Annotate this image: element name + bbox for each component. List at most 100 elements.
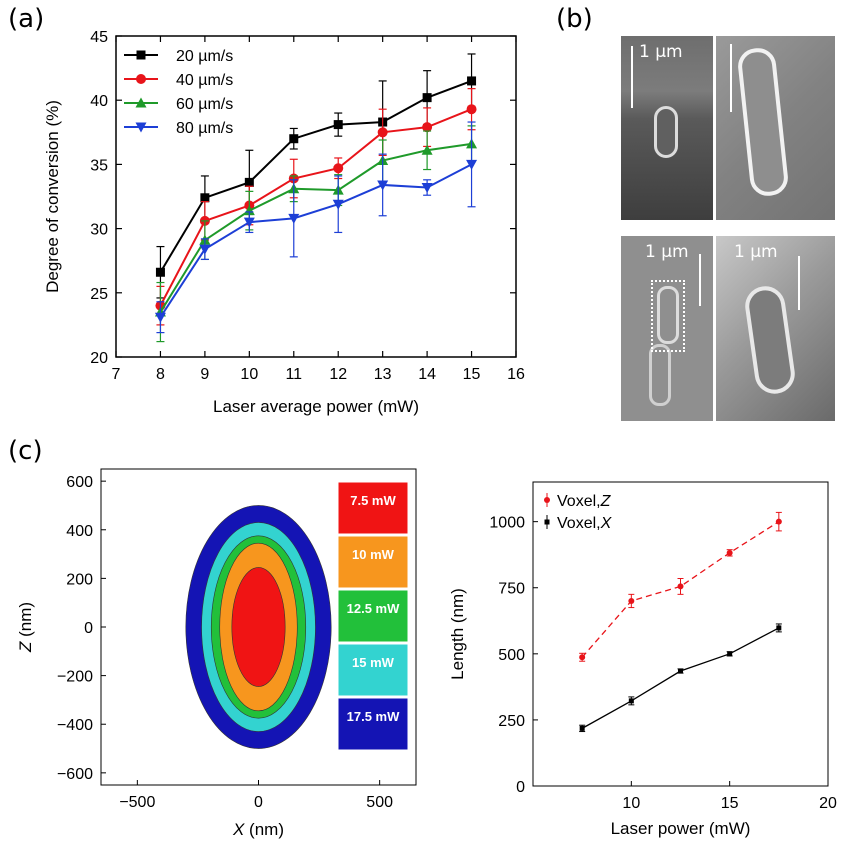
plot-frame bbox=[532, 481, 829, 787]
x-tick-label: 13 bbox=[374, 366, 392, 383]
legend-swatch bbox=[337, 697, 409, 751]
data-point bbox=[244, 177, 254, 187]
data-point bbox=[775, 518, 782, 525]
x-tick-label: 20 bbox=[819, 795, 837, 812]
data-point bbox=[422, 122, 433, 133]
y-tick-label: −600 bbox=[57, 766, 93, 783]
data-point bbox=[243, 217, 255, 228]
data-point bbox=[776, 625, 782, 631]
data-point bbox=[422, 93, 432, 103]
x-axis-label-var: X bbox=[232, 820, 245, 839]
x-tick-label: 0 bbox=[254, 794, 263, 811]
sem-image-bottom-right: 1 µm bbox=[716, 236, 835, 421]
data-point bbox=[333, 120, 343, 130]
y-tick-label: −400 bbox=[57, 717, 93, 734]
legend-label: Voxel,X bbox=[557, 515, 613, 532]
sem-image-top-right bbox=[716, 36, 835, 220]
x-axis-label: X (nm) bbox=[232, 820, 284, 839]
data-point bbox=[726, 549, 733, 556]
legend-label-var: X bbox=[600, 515, 613, 532]
series-3 bbox=[154, 121, 478, 334]
legend-label: 10 mW bbox=[352, 547, 395, 562]
scale-bar bbox=[730, 44, 732, 112]
legend-label: 12.5 mW bbox=[347, 601, 400, 616]
y-tick-label: 20 bbox=[90, 350, 108, 367]
y-tick-label: 750 bbox=[498, 581, 525, 598]
series-line bbox=[159, 80, 472, 273]
plot-frame bbox=[115, 35, 517, 358]
x-axis-label: Laser power (mW) bbox=[611, 819, 751, 838]
x-tick-label: 500 bbox=[366, 794, 393, 811]
data-point bbox=[678, 668, 683, 674]
x-tick-label: 10 bbox=[622, 795, 640, 812]
legend-swatch bbox=[337, 643, 409, 697]
data-point bbox=[377, 180, 389, 191]
x-tick-label: 16 bbox=[507, 366, 525, 383]
data-point bbox=[628, 597, 635, 604]
data-point bbox=[289, 134, 299, 144]
scale-bar bbox=[798, 256, 800, 310]
legend-swatch bbox=[337, 535, 409, 589]
data-point bbox=[154, 312, 166, 323]
data-point bbox=[421, 144, 433, 155]
y-tick-label: 400 bbox=[66, 523, 93, 540]
voxel-shape bbox=[649, 344, 671, 406]
y-axis-label: Length (nm) bbox=[448, 588, 467, 680]
y-axis-label-unit: (nm) bbox=[16, 602, 35, 642]
y-tick-label: 200 bbox=[66, 571, 93, 588]
x-tick-label: 15 bbox=[463, 366, 481, 383]
data-point bbox=[421, 183, 433, 194]
x-tick-label: 14 bbox=[418, 366, 436, 383]
scale-label-bottom-left: 1 µm bbox=[645, 242, 689, 262]
y-tick-label: 600 bbox=[66, 474, 93, 491]
panel-label-c: (c) bbox=[8, 436, 43, 466]
scale-bar bbox=[631, 46, 633, 108]
x-tick-label: 11 bbox=[285, 366, 302, 383]
legend-label-text: Voxel, bbox=[557, 493, 601, 510]
data-point bbox=[155, 267, 165, 277]
y-tick-label: 1000 bbox=[489, 515, 525, 532]
series-line bbox=[581, 627, 780, 729]
data-point bbox=[579, 654, 586, 661]
y-tick-label: 45 bbox=[90, 29, 108, 46]
contour-4 bbox=[231, 567, 286, 687]
legend-label: 15 mW bbox=[352, 655, 395, 670]
data-point bbox=[466, 104, 477, 115]
legend-marker bbox=[135, 97, 147, 108]
y-tick-label: 0 bbox=[516, 779, 525, 796]
legend-marker bbox=[136, 50, 146, 60]
sem-micrographs: 1 µm 1 µm 1 µm bbox=[621, 36, 835, 421]
series-line bbox=[159, 163, 473, 318]
data-point bbox=[332, 199, 344, 210]
y-axis-label: Degree of conversion (%) bbox=[43, 100, 62, 293]
legend-marker bbox=[544, 519, 550, 525]
legend-label: Voxel,Z bbox=[557, 493, 612, 510]
data-point bbox=[243, 205, 255, 216]
x-tick-label: 15 bbox=[721, 795, 739, 812]
y-tick-label: 25 bbox=[90, 286, 108, 303]
y-tick-label: 30 bbox=[90, 222, 108, 239]
legend-swatch bbox=[337, 481, 409, 535]
chart-a-degree-of-conversion: 7 8 9 10 11 12 13 14 15 16 20 25 30 35 40 45 Laser avera… bbox=[43, 29, 525, 416]
legend-marker bbox=[136, 74, 146, 84]
y-tick-label: 500 bbox=[498, 647, 525, 664]
data-point bbox=[333, 163, 344, 174]
legend-label: 60 µm/s bbox=[176, 96, 233, 113]
legend-label: 80 µm/s bbox=[176, 120, 233, 137]
data-point bbox=[377, 127, 388, 138]
scale-label-bottom-right: 1 µm bbox=[734, 242, 778, 262]
chart-c-right-voxel-length: 10 15 20 0 250 500 750 1000 Laser power (mW) Leng… bbox=[448, 481, 837, 838]
x-tick-label: −500 bbox=[119, 794, 155, 811]
legend-label: 7.5 mW bbox=[350, 493, 396, 508]
y-tick-label: 0 bbox=[84, 620, 93, 637]
legend-label-text: Voxel, bbox=[557, 515, 601, 532]
data-point bbox=[677, 583, 684, 590]
y-axis-label-var: Z bbox=[16, 641, 35, 653]
selection-box bbox=[651, 280, 685, 352]
data-point bbox=[466, 159, 478, 170]
x-tick-label: 10 bbox=[240, 366, 258, 383]
voxel-shape bbox=[736, 46, 790, 198]
y-axis-label: Z (nm) bbox=[16, 602, 35, 653]
data-point bbox=[579, 725, 585, 731]
